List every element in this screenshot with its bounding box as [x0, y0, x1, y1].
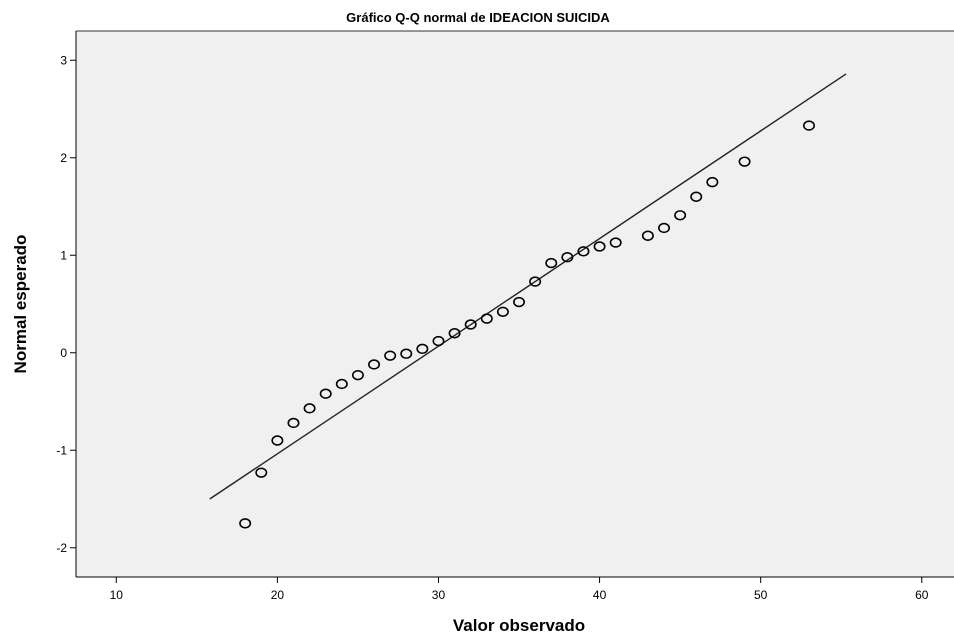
data-point	[658, 222, 671, 234]
x-tick-label: 20	[271, 588, 285, 602]
data-point	[690, 191, 703, 202]
data-point	[287, 417, 300, 429]
data-point	[400, 348, 413, 359]
y-tick-label: 3	[60, 53, 67, 67]
data-point	[577, 246, 590, 257]
data-point	[319, 388, 332, 399]
y-tick-label: 2	[60, 151, 67, 165]
data-point	[271, 435, 284, 446]
x-axis-label: Valor observado	[453, 616, 585, 635]
x-tick-label: 40	[593, 588, 607, 602]
data-point	[416, 343, 429, 355]
y-tick-label: -1	[56, 443, 67, 457]
data-point	[641, 230, 654, 241]
reference-line-group	[209, 73, 847, 500]
data-point	[738, 156, 751, 167]
chart-title: Gráfico Q-Q normal de IDEACION SUICIDA	[346, 10, 610, 25]
data-point	[545, 257, 558, 269]
data-point	[513, 296, 526, 308]
data-point	[674, 210, 687, 221]
data-point	[335, 378, 348, 390]
data-point	[561, 252, 574, 263]
data-point	[496, 306, 509, 317]
data-points	[239, 120, 816, 529]
data-point	[351, 369, 364, 381]
x-tick-label: 60	[915, 588, 929, 602]
x-tick-label: 30	[432, 588, 446, 602]
reference-line	[209, 73, 847, 500]
data-point	[239, 518, 252, 529]
data-point	[384, 350, 397, 361]
data-point	[368, 359, 381, 370]
y-tick-label: 1	[60, 248, 67, 262]
y-axis-label: Normal esperado	[11, 235, 30, 374]
x-tick-label: 50	[754, 588, 768, 602]
data-point	[464, 319, 477, 330]
data-point	[803, 120, 816, 131]
y-tick-label: 0	[60, 346, 67, 360]
data-point	[448, 328, 461, 339]
data-point	[529, 276, 542, 287]
data-point	[432, 335, 445, 347]
data-point	[593, 241, 606, 252]
data-point	[706, 176, 719, 188]
data-point	[255, 467, 268, 478]
data-point	[303, 403, 316, 414]
x-axis-ticks: 10 20 30 40 50 60	[110, 577, 929, 602]
y-axis-ticks: -2 -1 0 1 2 3	[56, 53, 76, 555]
data-point	[480, 313, 493, 324]
x-tick-label: 10	[110, 588, 124, 602]
y-tick-label: -2	[56, 541, 67, 555]
data-point	[609, 237, 622, 248]
